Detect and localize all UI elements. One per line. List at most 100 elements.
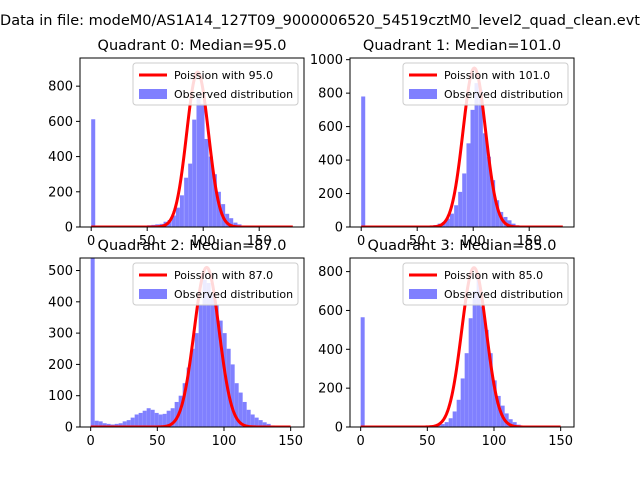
y-tick-label: 600 [318,304,343,319]
y-tick-label: 0 [335,221,343,236]
legend-fit-label: Poission with 87.0 [174,269,273,282]
hist-bar [468,318,473,427]
hist-bar [512,422,517,427]
x-tick-label: 150 [278,434,303,449]
hist-bar [361,96,366,228]
legend-hist-swatch [409,289,437,299]
x-tick-label: 100 [482,434,507,449]
legend-hist-swatch [139,289,167,299]
subplot-2: 0 50 100 150 0 100 200 300 400 500 Quadrant 2: Med… [48,238,305,449]
hist-bar [466,143,471,227]
hist-bar [476,275,481,427]
hist-bar [188,163,193,227]
y-tick-label: 100 [48,389,73,404]
hist-bar [456,399,461,427]
y-tick-label: 0 [65,221,73,236]
hist-bar [246,409,251,427]
x-tick-label: 100 [191,234,216,249]
x-tick-label: 150 [517,234,542,249]
y-tick-label: 1000 [310,53,343,68]
y-tick-label: 200 [318,382,343,397]
hist-bar [225,213,230,227]
hist-bar [250,414,255,427]
hist-bar [214,304,219,427]
hist-bar [184,177,189,227]
hist-bar [114,423,119,427]
x-tick-label: 100 [212,434,237,449]
hist-bar [208,156,213,227]
subplot-title: Quadrant 0: Median=95.0 [98,38,287,54]
hist-bar [491,180,496,227]
hist-bar [106,423,111,427]
hist-bar [507,220,512,227]
y-tick-label: 500 [48,264,73,279]
legend-hist-label: Observed distribution [174,288,293,301]
hist-bar [210,295,215,427]
hist-bar [474,83,479,228]
hist-bar [212,174,217,227]
hist-bar [122,421,127,427]
hist-bar [482,133,487,227]
hist-bar [508,419,513,427]
legend-hist-label: Observed distribution [174,88,293,101]
legend-box [132,262,299,306]
hist-bar [360,317,365,427]
y-tick-label: 300 [48,327,73,342]
hist-bar [472,291,477,427]
hist-bar [462,173,467,227]
hist-bar [179,195,184,227]
hist-bar [488,353,493,427]
hist-bar [102,423,107,427]
subplot-0: 0 50 100 150 0 200 400 600 800 Quadrant 0: Median… [48,38,305,249]
legend-box [402,62,569,106]
legend-box [132,62,299,106]
hist-bar [440,424,445,427]
hist-bar [150,409,155,427]
x-tick-label: 50 [149,434,166,449]
hist-bar [458,191,463,227]
hist-bar [170,408,175,427]
hist-bar [478,89,483,227]
hist-bar [464,353,469,427]
subplot-title: Quadrant 2: Median=87.0 [98,238,287,254]
hist-bar [254,417,259,427]
x-tick-label: 50 [409,234,426,249]
hist-bar [449,213,454,227]
hist-bar [190,348,195,427]
hist-bar [118,423,123,427]
subplot-title: Quadrant 3: Median=85.0 [368,238,557,254]
hist-bar [174,401,179,427]
hist-bar [234,383,239,427]
hist-bar [448,418,453,427]
hist-bar [445,218,450,227]
y-tick-label: 400 [48,150,73,165]
y-tick-label: 200 [48,358,73,373]
hist-bar [444,422,449,427]
legend-hist-label: Observed distribution [444,88,563,101]
hist-bar [470,109,475,227]
hist-bar [452,411,457,427]
hist-bar [91,119,96,227]
legend-hist-swatch [139,89,167,99]
y-tick-label: 200 [318,187,343,202]
legend-fit-label: Poission with 95.0 [174,69,273,82]
y-tick-label: 200 [48,185,73,200]
hist-bar [142,410,147,427]
x-tick-label: 150 [548,434,573,449]
figure-suptitle: Data in file: modeM0/AS1A14_127T09_90000… [0,13,640,29]
hist-bar [98,421,103,427]
y-tick-label: 0 [65,421,73,436]
x-tick-label: 50 [139,234,156,249]
axes-frame [349,257,575,428]
hist-bar [90,258,95,427]
hist-bar [496,395,501,427]
hist-bar [146,408,151,427]
hist-bar [158,414,163,427]
hist-bar [166,410,171,427]
hist-bar [186,367,191,427]
x-tick-label: 100 [461,234,486,249]
hist-bar [233,222,238,227]
legend-fit-label: Poission with 85.0 [444,269,543,282]
poisson-fit-line [360,66,564,227]
